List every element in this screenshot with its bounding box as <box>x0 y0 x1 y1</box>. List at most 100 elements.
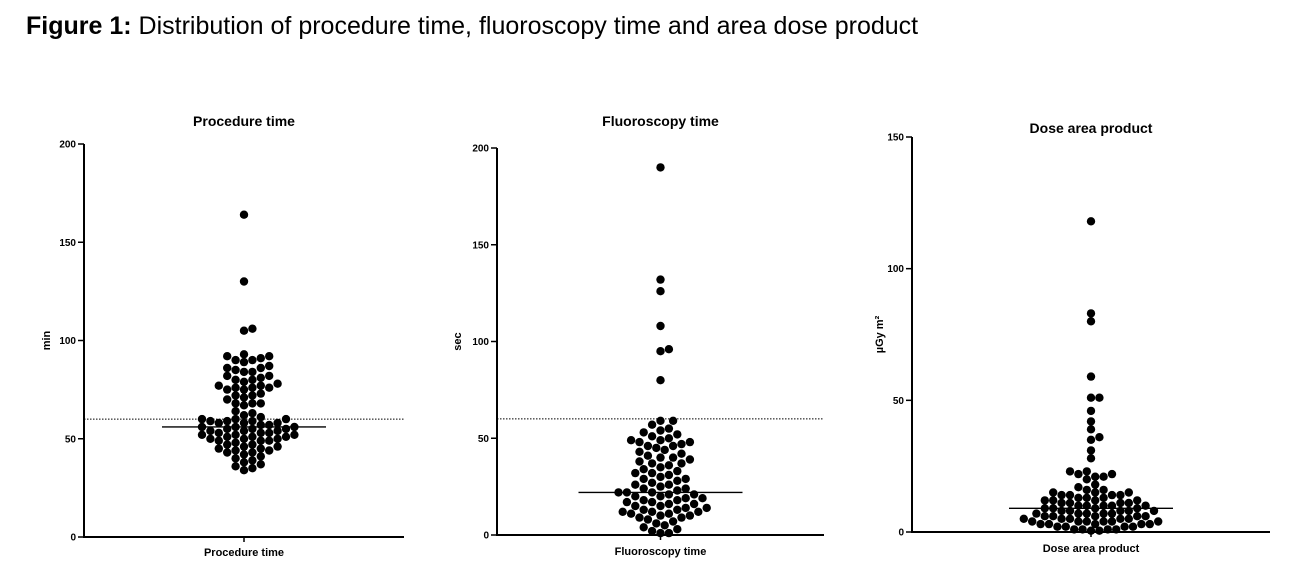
data-point <box>1074 517 1083 526</box>
data-point <box>1074 469 1083 479</box>
data-point <box>698 494 707 503</box>
y-tick-label: 0 <box>483 531 489 542</box>
data-point <box>256 381 265 390</box>
data-point <box>265 361 274 371</box>
y-tick-label: 50 <box>893 396 905 407</box>
data-point <box>239 393 249 402</box>
data-point <box>681 503 690 513</box>
data-point <box>265 352 274 361</box>
data-point <box>1086 317 1096 326</box>
data-point <box>1116 514 1125 523</box>
plot-title: Dose area product <box>1030 120 1153 136</box>
data-point <box>656 426 665 435</box>
data-point <box>1082 467 1092 476</box>
data-point <box>1112 525 1121 534</box>
data-point <box>1124 498 1134 508</box>
data-point <box>290 430 299 439</box>
data-point <box>1133 496 1142 505</box>
data-point <box>223 440 232 449</box>
data-point <box>248 448 257 457</box>
y-tick-label: 0 <box>70 533 76 544</box>
data-point <box>622 497 632 507</box>
data-point <box>239 277 249 286</box>
data-point <box>256 460 265 469</box>
data-point <box>635 437 644 447</box>
data-point <box>1099 517 1108 526</box>
data-point <box>256 363 265 373</box>
data-point <box>256 436 265 445</box>
data-point <box>239 418 249 428</box>
data-point <box>1078 525 1087 534</box>
figure-title: Figure 1: Distribution of procedure time… <box>26 12 918 41</box>
data-point <box>1057 490 1066 500</box>
data-point <box>685 455 695 464</box>
data-point <box>223 385 232 394</box>
data-point <box>643 441 653 451</box>
data-point <box>1082 475 1092 484</box>
data-point <box>656 501 665 511</box>
data-point <box>231 414 240 424</box>
data-point <box>223 363 232 373</box>
data-point <box>231 399 240 408</box>
data-point <box>1099 493 1108 502</box>
data-point <box>673 505 682 514</box>
data-point <box>647 526 657 536</box>
data-point <box>681 484 690 493</box>
data-point <box>1095 393 1104 402</box>
data-point <box>660 445 669 455</box>
data-point <box>265 371 274 381</box>
data-point <box>239 401 249 410</box>
data-point <box>656 463 665 472</box>
data-point <box>1095 433 1104 442</box>
data-point <box>673 476 682 485</box>
data-point <box>656 416 665 425</box>
data-point <box>214 444 223 453</box>
data-point <box>652 519 661 528</box>
data-point <box>656 376 665 385</box>
data-point <box>677 513 686 522</box>
data-point <box>1057 498 1066 508</box>
data-point <box>656 528 665 538</box>
data-point <box>1086 435 1096 444</box>
data-point <box>664 499 674 509</box>
data-point <box>248 440 257 449</box>
data-point <box>1124 488 1134 497</box>
data-point <box>273 379 282 388</box>
y-tick-label: 150 <box>887 133 904 144</box>
data-point <box>248 416 257 426</box>
data-point <box>248 432 257 441</box>
data-point <box>1082 485 1092 495</box>
data-point <box>1103 525 1113 534</box>
data-point <box>1082 493 1092 502</box>
data-point <box>664 434 674 443</box>
data-point <box>673 525 682 534</box>
data-point <box>273 418 282 428</box>
data-point <box>631 480 640 489</box>
data-point <box>1095 526 1104 535</box>
data-point <box>1124 514 1134 523</box>
data-point <box>248 409 257 418</box>
data-point <box>1074 509 1083 518</box>
data-point <box>231 365 240 375</box>
data-point <box>223 371 232 381</box>
data-point <box>1091 519 1100 529</box>
data-point <box>231 383 240 392</box>
data-point <box>1061 522 1071 531</box>
data-point <box>664 345 674 354</box>
data-point <box>1086 393 1096 402</box>
data-point <box>1091 472 1100 481</box>
data-point <box>626 436 636 445</box>
data-point <box>647 459 657 468</box>
data-point <box>231 391 240 400</box>
data-point <box>656 511 665 520</box>
data-point <box>668 453 678 462</box>
data-point <box>656 436 665 445</box>
data-point <box>1040 496 1050 505</box>
data-point <box>1116 498 1125 508</box>
data-point <box>1082 517 1092 526</box>
data-point <box>635 447 644 456</box>
data-point <box>656 453 665 462</box>
data-point <box>281 432 291 441</box>
data-point <box>656 347 665 356</box>
